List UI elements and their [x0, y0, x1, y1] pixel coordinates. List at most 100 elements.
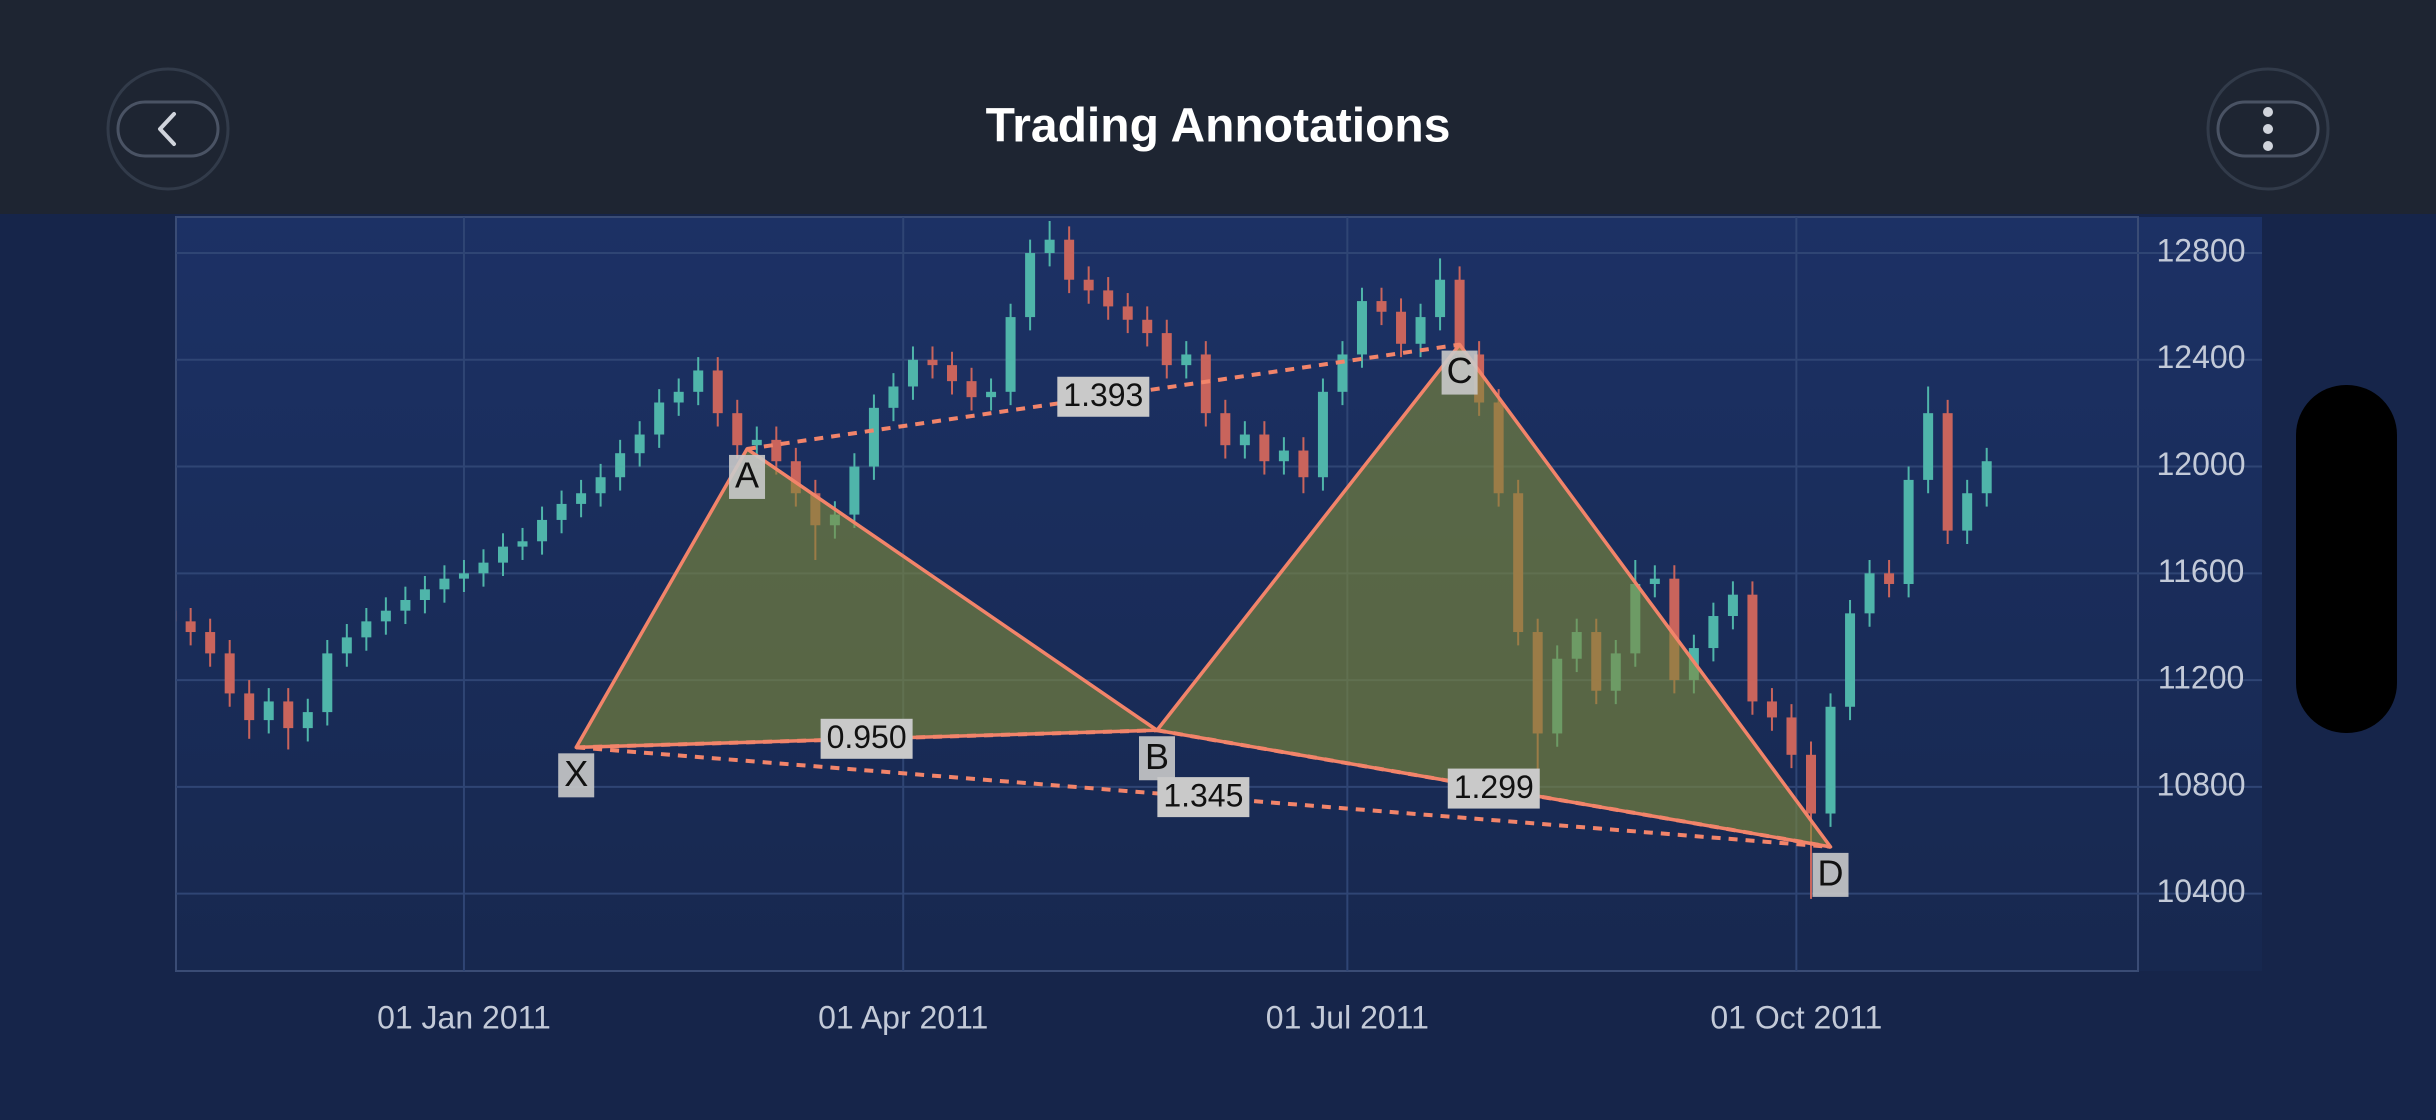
candle-body [1142, 319, 1153, 334]
candle-body [1200, 354, 1211, 414]
ratio-label: 1.345 [1163, 778, 1243, 814]
candle-body [1239, 434, 1250, 446]
point-label: X [564, 753, 588, 794]
candle-body [790, 461, 801, 494]
candle-body [1786, 717, 1797, 755]
candle-body [1766, 701, 1777, 718]
candle-body [1845, 613, 1856, 707]
back-button[interactable] [106, 67, 230, 191]
candle-body [615, 453, 626, 478]
point-label-box [1139, 736, 1175, 781]
plot-background [176, 217, 2262, 971]
ratio-label: 1.393 [1063, 377, 1143, 413]
point-label-box [1441, 350, 1478, 395]
x-tick-label: 01 Apr 2011 [818, 999, 988, 1035]
candle-body [849, 466, 860, 515]
candle-body [517, 541, 528, 547]
candle-body [322, 653, 333, 713]
candle-body [263, 701, 274, 721]
candle-body [458, 573, 469, 579]
candle-body [419, 589, 430, 601]
header-bar [0, 0, 2436, 214]
candle-body [907, 359, 918, 387]
point-label-box [558, 753, 595, 798]
point-label: C [1447, 350, 1473, 391]
y-tick-label: 12400 [2157, 339, 2246, 375]
candle-body [1103, 290, 1114, 307]
candle-body [478, 562, 489, 574]
candle-body [1981, 461, 1992, 494]
candle-body [537, 519, 548, 542]
candle-body [1025, 253, 1036, 318]
candle-body [1064, 239, 1075, 280]
candle-body [1942, 413, 1953, 531]
candle-body [1435, 279, 1446, 318]
candle-body [1962, 493, 1973, 531]
candle-body [595, 477, 606, 494]
candle-body [693, 370, 704, 392]
candle-body [205, 632, 216, 654]
candle-body [380, 610, 391, 622]
candle-body [1923, 413, 1934, 480]
ratio-label-box [1057, 376, 1150, 417]
candle-body [1669, 578, 1680, 681]
candle-body [176, 610, 177, 622]
candle-body [1337, 354, 1348, 392]
x-tick-label: 01 Oct 2011 [1710, 999, 1882, 1035]
ratio-label: 0.950 [827, 719, 907, 755]
candle-body [302, 712, 313, 729]
candle-body [1747, 594, 1758, 702]
menu-button[interactable] [2206, 67, 2330, 191]
y-tick-label: 10400 [2157, 873, 2246, 909]
candle-body [244, 693, 255, 721]
candle-body [1259, 434, 1270, 462]
candle-body [1181, 354, 1192, 366]
candle-body [224, 653, 235, 694]
candle-body [888, 386, 899, 408]
candle-body [1317, 391, 1328, 478]
y-tick-label: 11600 [2158, 553, 2245, 589]
candle-body [341, 637, 352, 654]
candle-body [751, 439, 762, 446]
candle-body [1298, 450, 1309, 478]
side-handle [2296, 385, 2397, 733]
candle-body [576, 493, 587, 504]
point-label: B [1145, 736, 1169, 777]
candle-body [732, 413, 743, 446]
candle-body [1825, 706, 1836, 814]
y-tick-label: 12800 [2157, 232, 2246, 268]
candle-body [654, 402, 665, 435]
harmonic-pattern: 0.950 1.393 1.299 1.345 X A B C D [558, 342, 1849, 897]
y-tick-label: 12000 [2157, 446, 2246, 482]
candle-body [1278, 450, 1289, 462]
axes: 10400 10800 11200 11600 12000 12400 12800 01 Ja… [377, 232, 2245, 1035]
candle-body [1376, 301, 1387, 312]
candle-body [712, 370, 723, 414]
candle-body [868, 407, 879, 467]
ratio-label-box [820, 718, 913, 759]
candle-body [1649, 578, 1660, 584]
ratio-label-box [1447, 768, 1540, 809]
candle-body [1884, 573, 1895, 584]
candle-body [986, 391, 997, 398]
candle-body [498, 546, 508, 563]
candle-body [1864, 573, 1875, 614]
candle-body [673, 391, 684, 403]
ratio-label: 1.299 [1454, 769, 1534, 805]
plot-frame [175, 216, 2139, 972]
candle-body [1396, 311, 1407, 344]
candle-body [1356, 301, 1367, 355]
y-tick-label: 10800 [2157, 766, 2246, 802]
candle-body [771, 439, 782, 462]
candle-body [1005, 317, 1016, 392]
candle-body [1044, 239, 1055, 254]
candle-body [927, 359, 938, 366]
candle-body [556, 503, 567, 520]
candle-body [947, 365, 958, 382]
candle-body [966, 381, 977, 398]
candle-body [400, 600, 411, 611]
candle-body [1454, 279, 1465, 355]
point-label: A [735, 454, 759, 495]
